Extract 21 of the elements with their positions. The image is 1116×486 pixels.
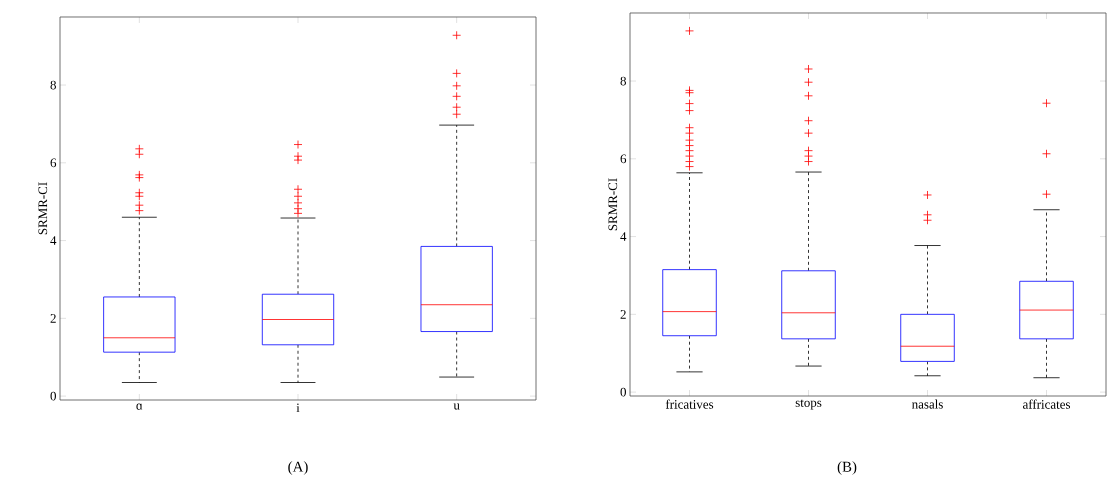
x-tick-label: u <box>453 403 460 410</box>
y-tick-label: 6 <box>620 154 627 164</box>
text: (B) <box>837 461 857 475</box>
text: (A) <box>288 461 308 475</box>
y-axis-title: SRMR-CI <box>608 178 618 231</box>
y-tick-label: 0 <box>50 391 56 401</box>
y-axis-title: SRMR-CI <box>38 182 48 235</box>
y-tick-label: 2 <box>50 314 56 323</box>
y-tick-label: 4 <box>50 236 57 245</box>
y-tick-label: 0 <box>620 387 626 397</box>
x-tick-label: ɑ <box>136 403 143 410</box>
y-tick-label: 8 <box>50 80 56 90</box>
x-tick-label: affricates <box>1023 399 1071 409</box>
y-tick-label: 6 <box>50 158 57 168</box>
x-tick-label: fricatives <box>665 399 714 409</box>
y-tick-label: 8 <box>620 76 626 86</box>
y-tick-label: 2 <box>620 310 626 319</box>
x-tick-label: nasals <box>911 399 943 409</box>
y-tick-label: 4 <box>620 232 627 241</box>
x-tick-label: i <box>296 403 300 413</box>
x-tick-label: stops <box>795 399 822 410</box>
